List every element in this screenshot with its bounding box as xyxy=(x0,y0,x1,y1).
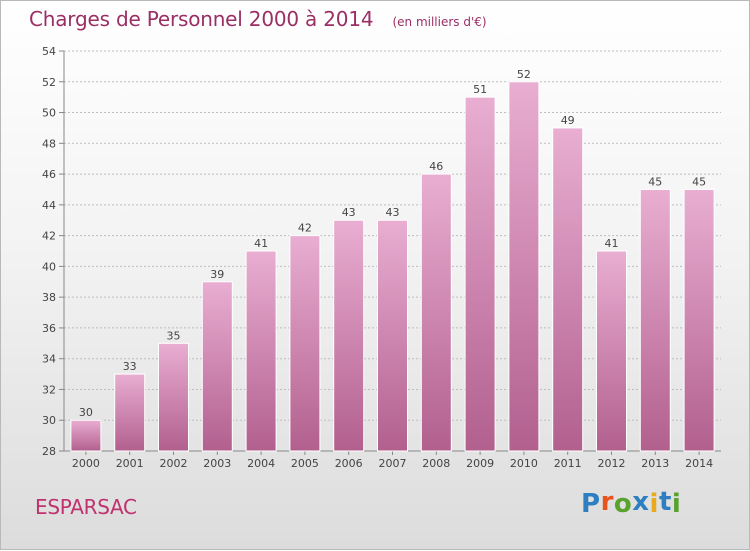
value-label-2001: 33 xyxy=(123,360,137,373)
place-name: ESPARSAC xyxy=(35,495,137,519)
value-label-2005: 42 xyxy=(298,222,312,235)
brand-letter: o xyxy=(613,489,633,519)
y-tick-label: 50 xyxy=(42,107,56,120)
value-label-2003: 39 xyxy=(210,268,224,281)
value-label-2013: 45 xyxy=(648,175,662,188)
value-label-2004: 41 xyxy=(254,237,268,250)
brand-logo[interactable]: Proxiti xyxy=(581,487,682,519)
x-tick-label-2007: 2007 xyxy=(379,457,407,470)
bar-2008 xyxy=(420,173,452,452)
y-tick-label: 28 xyxy=(42,445,56,458)
bar-2002 xyxy=(158,342,189,452)
y-tick-label: 36 xyxy=(42,322,56,335)
labels: 28 30 32 34 36 38 40 42 44 46 48 50 52 54 30 2000 33 2001… xyxy=(42,45,713,470)
x-tick-label-2004: 2004 xyxy=(247,457,275,470)
y-tick-label: 52 xyxy=(42,76,56,89)
x-tick-label-2006: 2006 xyxy=(335,457,363,470)
chart-title: Charges de Personnel 2000 à 2014 xyxy=(29,7,374,31)
x-tick-label-2010: 2010 xyxy=(510,457,538,470)
bar-2001 xyxy=(114,373,146,452)
y-tick-label: 54 xyxy=(42,45,56,58)
x-tick-label-2008: 2008 xyxy=(422,457,450,470)
brand-letter: r xyxy=(600,487,614,517)
y-tick-label: 40 xyxy=(42,260,56,273)
x-tick-label-2014: 2014 xyxy=(685,457,713,470)
value-label-2007: 43 xyxy=(386,206,400,219)
value-label-2006: 43 xyxy=(342,206,356,219)
x-tick-label-2009: 2009 xyxy=(466,457,494,470)
x-tick-label-2013: 2013 xyxy=(641,457,669,470)
y-tick-label: 44 xyxy=(42,199,56,212)
x-tick-label-2000: 2000 xyxy=(72,457,100,470)
bar-2011 xyxy=(552,127,584,452)
y-tick-label: 48 xyxy=(42,137,56,150)
bar-2005 xyxy=(289,235,321,452)
bar-2000 xyxy=(70,419,102,452)
value-label-2000: 30 xyxy=(79,406,93,419)
value-label-2014: 45 xyxy=(692,175,706,188)
y-tick-label: 32 xyxy=(42,383,56,396)
bar-2007 xyxy=(377,219,408,452)
x-tick-label-2001: 2001 xyxy=(116,457,144,470)
brand-letter: P xyxy=(581,489,601,519)
x-tick-label-2011: 2011 xyxy=(554,457,582,470)
value-label-2010: 52 xyxy=(517,68,531,81)
brand-letter: i xyxy=(671,489,682,519)
x-tick-label-2012: 2012 xyxy=(598,457,626,470)
x-tick-label-2002: 2002 xyxy=(160,457,188,470)
x-tick-label-2005: 2005 xyxy=(291,457,319,470)
y-tick-label: 34 xyxy=(42,353,56,366)
chart-subtitle: (en milliers d'€) xyxy=(392,15,487,29)
bar-2006 xyxy=(333,219,365,452)
x-tick-label-2003: 2003 xyxy=(203,457,231,470)
y-tick-label: 42 xyxy=(42,230,56,243)
bars xyxy=(70,81,715,452)
brand-letter: t xyxy=(658,487,672,517)
value-label-2009: 51 xyxy=(473,83,487,96)
bar-2012 xyxy=(596,250,627,452)
brand-letter: i xyxy=(649,489,659,519)
value-label-2011: 49 xyxy=(561,114,575,127)
value-label-2012: 41 xyxy=(605,237,619,250)
value-label-2002: 35 xyxy=(167,329,181,342)
bar-2013 xyxy=(639,188,671,452)
bar-2014 xyxy=(683,188,715,452)
bar-2003 xyxy=(201,281,233,452)
bar-2010 xyxy=(508,81,540,452)
value-label-2008: 46 xyxy=(429,160,443,173)
y-tick-label: 46 xyxy=(42,168,56,181)
bar-2009 xyxy=(464,96,496,452)
bar-2004 xyxy=(245,250,277,452)
y-tick-label: 30 xyxy=(42,414,56,427)
title-row: Charges de Personnel 2000 à 2014 (en mil… xyxy=(29,7,487,31)
y-tick-label: 38 xyxy=(42,291,56,304)
brand-letter: x xyxy=(632,487,650,517)
